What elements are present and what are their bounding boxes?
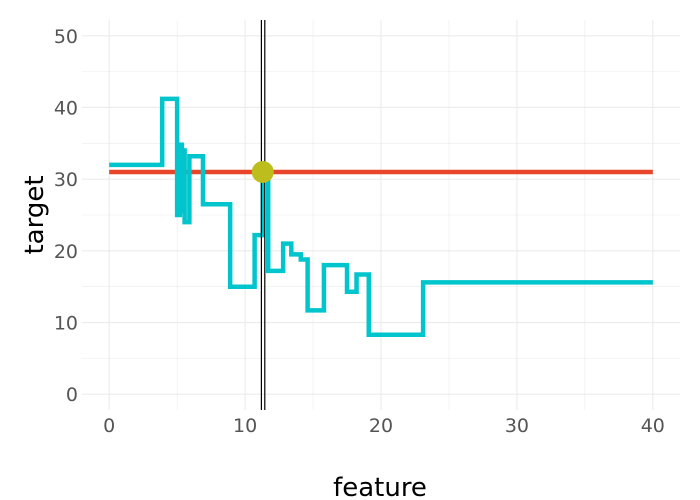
x-tick-label: 10 (233, 415, 257, 437)
y-tick-label: 50 (54, 26, 78, 48)
x-axis-title: feature (333, 473, 427, 500)
tick-labels: 0 10 20 30 40 0 10 20 30 40 50 (54, 26, 665, 437)
y-tick-label: 20 (54, 241, 78, 263)
y-tick-label: 40 (54, 97, 78, 119)
highlight-point (251, 160, 274, 183)
y-tick-label: 0 (66, 384, 78, 406)
x-tick-label: 30 (505, 415, 529, 437)
y-axis-title: target (20, 175, 50, 254)
y-tick-label: 10 (54, 313, 78, 335)
x-tick-label: 0 (103, 415, 115, 437)
y-tick-label: 30 (54, 169, 78, 191)
series-layer (109, 20, 653, 410)
step-series-line (109, 96, 653, 337)
major-gridlines (82, 20, 680, 410)
x-tick-label: 40 (641, 415, 665, 437)
x-tick-label: 20 (369, 415, 393, 437)
